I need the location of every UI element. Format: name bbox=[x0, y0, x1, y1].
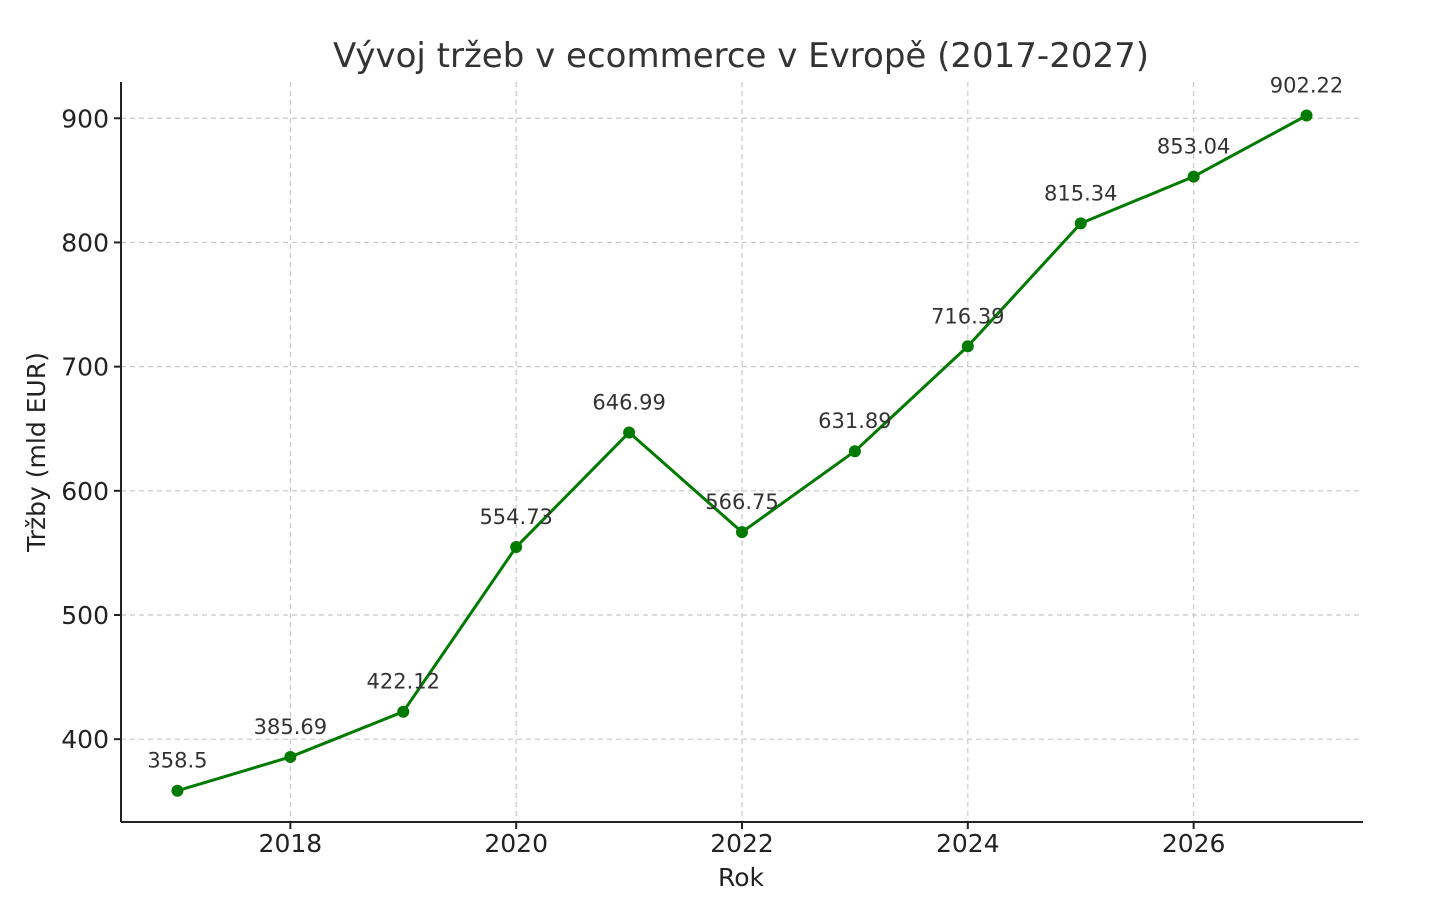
data-label: 815.34 bbox=[1044, 181, 1117, 205]
x-tick-label: 2018 bbox=[259, 829, 323, 858]
data-point bbox=[1300, 109, 1313, 122]
data-label: 385.69 bbox=[254, 715, 327, 739]
grid bbox=[121, 82, 1363, 822]
x-axis-label: Rok bbox=[718, 863, 765, 892]
x-tick-label: 2024 bbox=[936, 829, 1000, 858]
data-point bbox=[171, 784, 184, 797]
y-tick-label: 900 bbox=[61, 104, 109, 133]
y-tick-label: 800 bbox=[61, 228, 109, 257]
data-label: 631.89 bbox=[818, 409, 891, 433]
data-point bbox=[1187, 170, 1200, 183]
y-tick-label: 500 bbox=[61, 601, 109, 630]
chart-title: Vývoj tržeb v ecommerce v Evropě (2017-2… bbox=[333, 36, 1149, 76]
x-tick-label: 2020 bbox=[484, 829, 548, 858]
y-ticks: 400 500 600 700 800 900 bbox=[61, 104, 121, 754]
data-point bbox=[848, 445, 861, 458]
data-point bbox=[284, 750, 297, 763]
x-ticks: 2018 2020 2022 2024 2026 bbox=[259, 822, 1226, 858]
data-labels: 358.5 385.69 422.12 554.73 646.99 566.75 631.8… bbox=[147, 74, 1343, 773]
x-tick-label: 2022 bbox=[710, 829, 774, 858]
data-label: 853.04 bbox=[1157, 135, 1230, 159]
y-tick-label: 400 bbox=[61, 725, 109, 754]
x-tick-label: 2026 bbox=[1162, 829, 1226, 858]
data-label: 902.22 bbox=[1270, 74, 1343, 98]
y-tick-label: 700 bbox=[61, 353, 109, 382]
data-point bbox=[961, 340, 974, 353]
data-label: 716.39 bbox=[931, 304, 1004, 328]
y-tick-label: 600 bbox=[61, 477, 109, 506]
series-layer bbox=[171, 109, 1313, 797]
data-point bbox=[397, 705, 410, 718]
data-label: 554.73 bbox=[479, 505, 552, 529]
data-label: 422.12 bbox=[367, 670, 440, 694]
data-point bbox=[1074, 217, 1087, 230]
data-point bbox=[510, 541, 523, 554]
data-point bbox=[736, 526, 748, 539]
data-label: 646.99 bbox=[592, 390, 665, 414]
y-axis-label: Tržby (mld EUR) bbox=[22, 352, 51, 553]
data-label: 358.5 bbox=[147, 749, 207, 773]
data-point bbox=[623, 426, 636, 439]
data-label: 566.75 bbox=[705, 490, 778, 514]
